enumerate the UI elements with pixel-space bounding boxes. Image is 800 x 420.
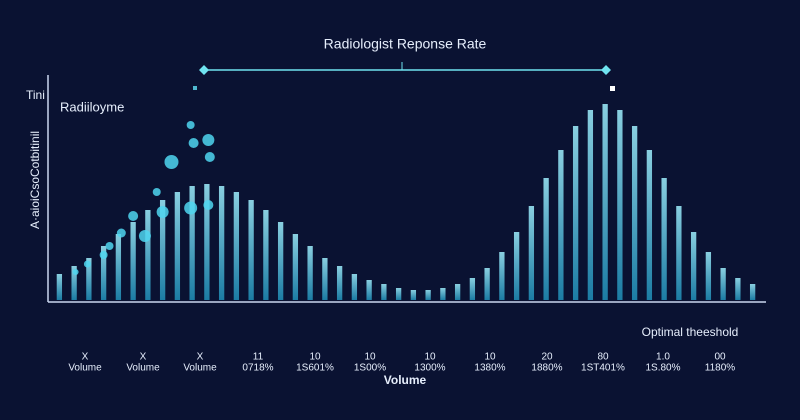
x-tick-label: 10 [364, 352, 376, 363]
scatter-point [138, 230, 151, 242]
bar [292, 234, 299, 300]
bar [499, 252, 505, 300]
scatter-point [152, 188, 161, 196]
bar [543, 178, 549, 300]
x-tick-label: 11 [253, 352, 264, 363]
bar [145, 210, 151, 300]
x-axis-label: Volume [384, 373, 427, 387]
bar [469, 278, 476, 300]
x-tick-label: 00 [714, 352, 726, 363]
x-tick-label: 1180% [705, 363, 736, 374]
bar [735, 278, 741, 300]
bar [277, 222, 284, 300]
x-tick-label: 1880% [531, 363, 562, 374]
x-tick-label: Volume [126, 363, 160, 374]
scatter-point [83, 260, 91, 268]
bar [631, 126, 638, 300]
bar [130, 222, 136, 300]
bar [661, 178, 667, 300]
bar [558, 150, 564, 300]
bar [159, 200, 166, 300]
bar [204, 184, 210, 300]
scatter-point [116, 228, 126, 238]
bar [351, 274, 358, 300]
bar [307, 246, 313, 300]
bar [720, 268, 726, 300]
scatter-point [99, 251, 108, 259]
scatter-point [105, 242, 114, 250]
bar [587, 110, 594, 300]
scatter-point [186, 121, 195, 129]
x-tick-label: 1.0 [656, 352, 670, 363]
bar [513, 232, 520, 300]
bar [86, 258, 92, 300]
bar [528, 206, 535, 300]
x-tick-label: X [140, 352, 147, 363]
annotation: Optimal theeshold [642, 325, 739, 339]
x-tick-label: 1380% [474, 363, 505, 374]
x-tick-label: 10 [484, 352, 496, 363]
bar [189, 186, 195, 300]
bar [381, 284, 387, 300]
bar [56, 274, 63, 300]
bar [617, 110, 623, 300]
scatter-point [164, 155, 179, 169]
bar [425, 290, 431, 300]
x-tick-label: 1ST401% [581, 363, 625, 374]
bar [749, 284, 756, 300]
bar [233, 192, 240, 300]
bar [484, 268, 490, 300]
bar [263, 210, 269, 300]
chart-title: Radiologist Reponse Rate [324, 36, 487, 52]
bar [71, 266, 77, 300]
scatter-point [156, 206, 169, 218]
scatter-point [72, 269, 79, 275]
scatter-point [204, 152, 215, 162]
x-tick-label: 10 [309, 352, 321, 363]
bar [602, 104, 608, 300]
scatter-point [184, 201, 198, 215]
bar [336, 266, 343, 300]
bar [676, 206, 682, 300]
bar [690, 232, 697, 300]
y-axis-label: A·aioiCsoCotbitinil [28, 131, 42, 229]
marker [610, 86, 615, 91]
x-tick-label: 0718% [242, 363, 273, 374]
x-tick-label: 1S.80% [645, 363, 680, 374]
scatter-point [128, 211, 139, 221]
bar [454, 284, 461, 300]
x-tick-label: 10 [424, 352, 436, 363]
x-tick-label: Volume [183, 363, 217, 374]
marker [193, 86, 197, 90]
x-tick-label: Volume [68, 363, 102, 374]
scatter-point [202, 134, 215, 146]
bar [174, 192, 181, 300]
x-tick-label: X [197, 352, 204, 363]
x-tick-label: 80 [597, 352, 609, 363]
bar [440, 288, 446, 300]
bar [395, 288, 402, 300]
bar [572, 126, 579, 300]
scatter-point [188, 138, 199, 148]
x-tick-label: 1S00% [354, 363, 386, 374]
bar [115, 234, 122, 300]
subtitle: Radiiloyme [60, 99, 124, 114]
x-tick-label: X [82, 352, 89, 363]
bar [322, 258, 328, 300]
bar [410, 290, 417, 300]
scatter-point [203, 200, 214, 210]
bar [100, 246, 107, 300]
bar [705, 252, 712, 300]
bar [218, 186, 225, 300]
y-unit: Tini [26, 88, 45, 102]
bar [248, 200, 254, 300]
bar [366, 280, 372, 300]
x-tick-label: 1300% [414, 363, 445, 374]
x-tick-label: 1S601% [296, 363, 334, 374]
bar [646, 150, 653, 300]
x-tick-label: 20 [541, 352, 553, 363]
